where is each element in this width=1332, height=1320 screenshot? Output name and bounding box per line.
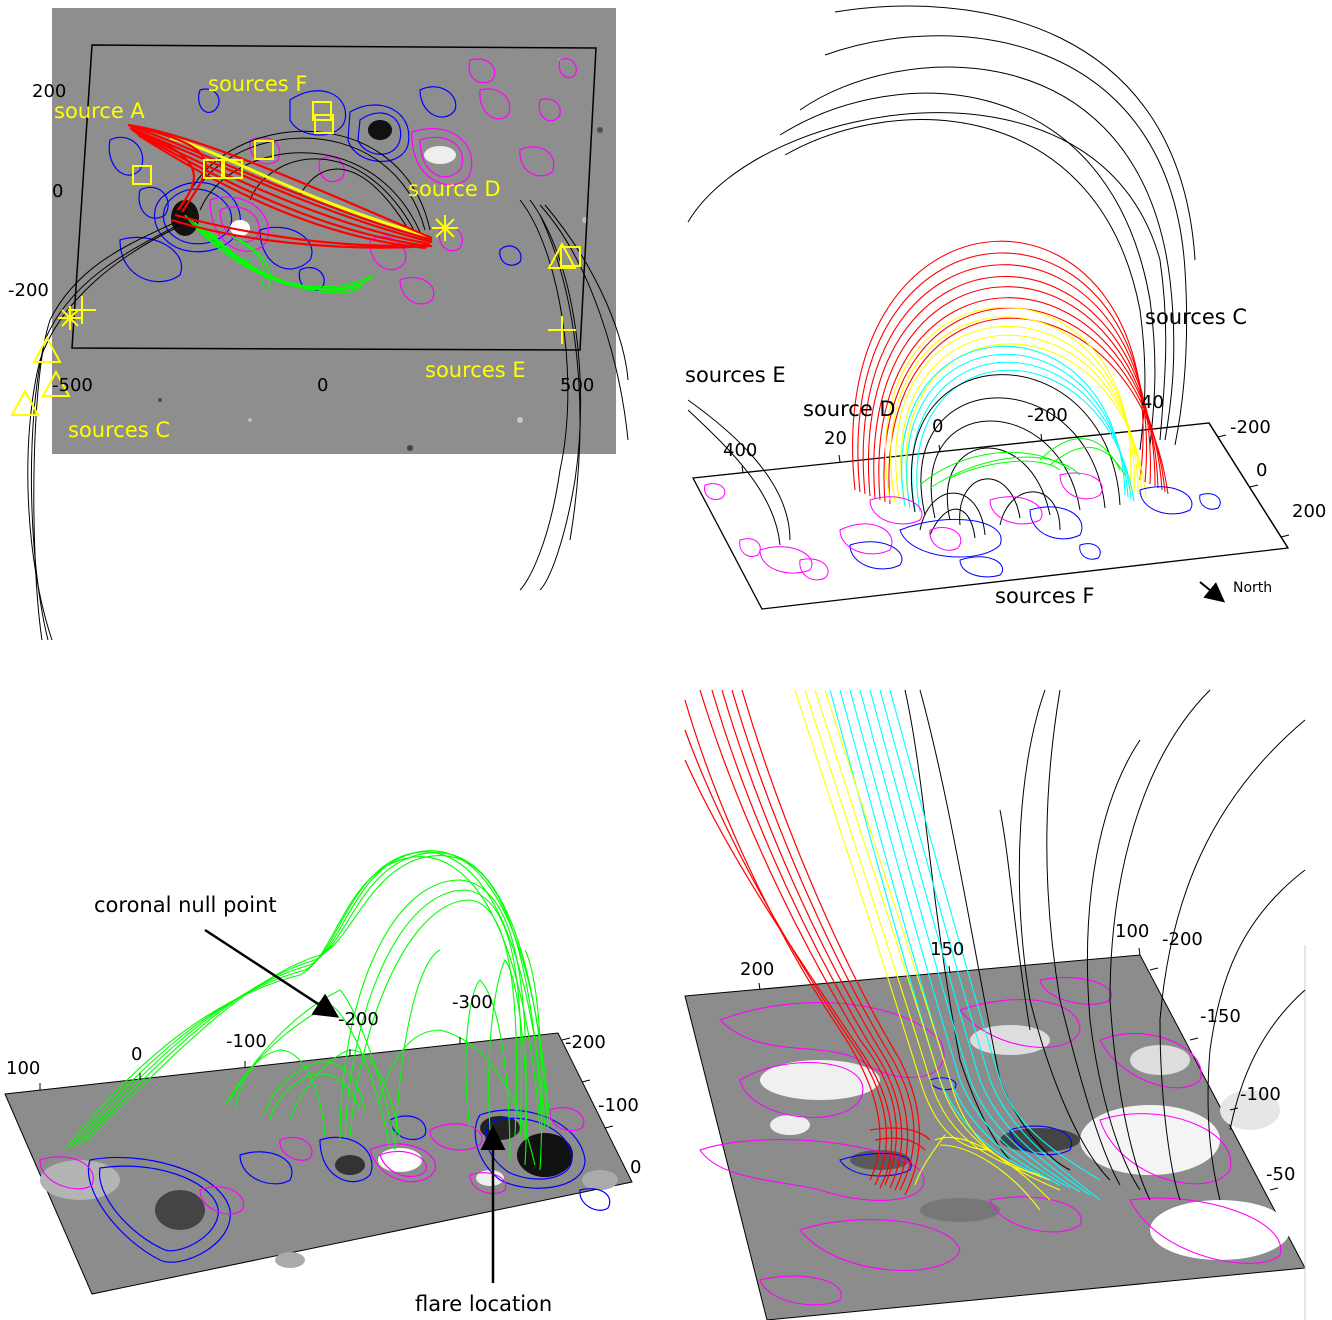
north-arrow	[1199, 581, 1226, 603]
label-flare-location: flare location	[415, 1292, 552, 1316]
tick-c-m200: -200	[338, 1009, 379, 1030]
panel-d-red-lines	[684, 689, 931, 1196]
tick-d-right-m100: -100	[1240, 1084, 1281, 1105]
tick-x-0: 0	[317, 375, 328, 396]
panel-d-positive-contours	[699, 977, 1282, 1306]
tick-c-m100: -100	[226, 1031, 267, 1052]
tick-400: 400	[723, 440, 757, 461]
black-field-lines	[27, 130, 629, 641]
black-inner-arches	[687, 374, 1121, 546]
label-sources-f-b: sources F	[995, 584, 1094, 608]
tick-c-right-m200: -200	[565, 1032, 606, 1053]
green-field-lines-b	[919, 438, 1126, 489]
tick-right-m200: -200	[1230, 417, 1271, 438]
triangle-marker	[10, 388, 40, 416]
magnetogram-background	[52, 8, 616, 454]
square-marker	[223, 159, 243, 179]
star-marker	[432, 215, 458, 241]
label-north: North	[1233, 580, 1272, 596]
star-marker	[58, 306, 82, 330]
square-marker	[314, 114, 334, 134]
panel-d: 200 150 100 -200 -150 -100 -50	[684, 689, 1306, 1320]
plus-marker	[548, 316, 576, 344]
panel-c-positive-contours	[39, 1107, 585, 1215]
black-outer-arcs	[687, 5, 1196, 451]
plane-negative-contours	[849, 486, 1221, 578]
label-source-d: source D	[408, 177, 501, 201]
tick-right-200: 200	[1292, 501, 1326, 522]
dark-patch	[368, 120, 392, 140]
panel-d-axis-ticks	[758, 947, 1279, 1191]
yellow-arch-lines	[884, 306, 1147, 509]
panel-d-yellow-lines	[794, 689, 1061, 1211]
panel-d-texture	[760, 1025, 1290, 1260]
tick-d-right-m200: -200	[1162, 929, 1203, 950]
panel-d-negative-contours	[839, 1077, 1073, 1177]
tick-d-150: 150	[930, 939, 964, 960]
label-sources-e-b: sources E	[685, 363, 786, 387]
source-markers	[10, 101, 581, 416]
panel-a: source A sources F source D sources E so…	[8, 8, 629, 641]
tick-y-m200: -200	[8, 280, 49, 301]
panel-d-black-lines	[904, 689, 1306, 1201]
panel-c-axis-ticks	[39, 1037, 614, 1129]
tick-c-right-m100: -100	[598, 1095, 639, 1116]
tick-y-200: 200	[32, 81, 66, 102]
square-marker	[132, 165, 152, 185]
green-field-lines	[184, 214, 376, 294]
label-coronal-null: coronal null point	[94, 893, 277, 917]
tick-c-right-0: 0	[630, 1157, 641, 1178]
panel-c-plane	[4, 1032, 633, 1295]
panel-b: North sources E source D sources C sourc…	[685, 5, 1326, 610]
tick-d-100: 100	[1115, 921, 1149, 942]
panel-b-axis-ticks	[741, 421, 1290, 538]
square-marker	[560, 246, 581, 267]
plane-positive-contours	[703, 472, 1103, 581]
tick-c-100: 100	[6, 1058, 40, 1079]
label-source-a: source A	[54, 99, 145, 123]
panel-a-frame	[71, 44, 597, 351]
tick-40: 40	[1141, 392, 1164, 413]
tick-m200: -200	[1027, 405, 1068, 426]
label-source-d-b: source D	[803, 397, 896, 421]
panel-b-plane	[691, 422, 1290, 610]
tick-c-0: 0	[131, 1044, 142, 1065]
tick-0: 0	[932, 416, 943, 437]
tick-x-m500: -500	[52, 375, 93, 396]
triangle-marker	[32, 335, 62, 363]
square-marker	[203, 159, 223, 179]
negative-contours	[108, 86, 522, 292]
plus-marker	[68, 296, 96, 324]
red-arch-lines	[852, 240, 1169, 505]
bright-patch	[424, 146, 456, 164]
triangle-marker	[547, 241, 577, 269]
label-sources-c-b: sources C	[1145, 305, 1247, 329]
label-sources-e: sources E	[425, 358, 526, 382]
tick-d-right-m50: -50	[1266, 1164, 1295, 1185]
square-marker	[254, 140, 274, 160]
square-marker	[312, 101, 332, 121]
panel-d-cyan-lines	[829, 689, 1101, 1201]
tick-right-0: 0	[1256, 460, 1267, 481]
tick-x-500: 500	[560, 375, 594, 396]
label-sources-c: sources C	[68, 418, 170, 442]
tick-d-200: 200	[740, 959, 774, 980]
coronal-null-arrow	[204, 928, 340, 1018]
tick-d-right-m150: -150	[1200, 1006, 1241, 1027]
panel-c: coronal null point flare location 100 0 …	[4, 850, 641, 1316]
triangle-marker	[41, 369, 71, 397]
tick-20: 20	[824, 428, 847, 449]
red-field-lines	[127, 123, 433, 250]
tick-c-m300: -300	[452, 992, 493, 1013]
label-sources-f: sources F	[208, 72, 307, 96]
panel-c-texture	[40, 1116, 618, 1268]
tick-y-0: 0	[52, 181, 63, 202]
